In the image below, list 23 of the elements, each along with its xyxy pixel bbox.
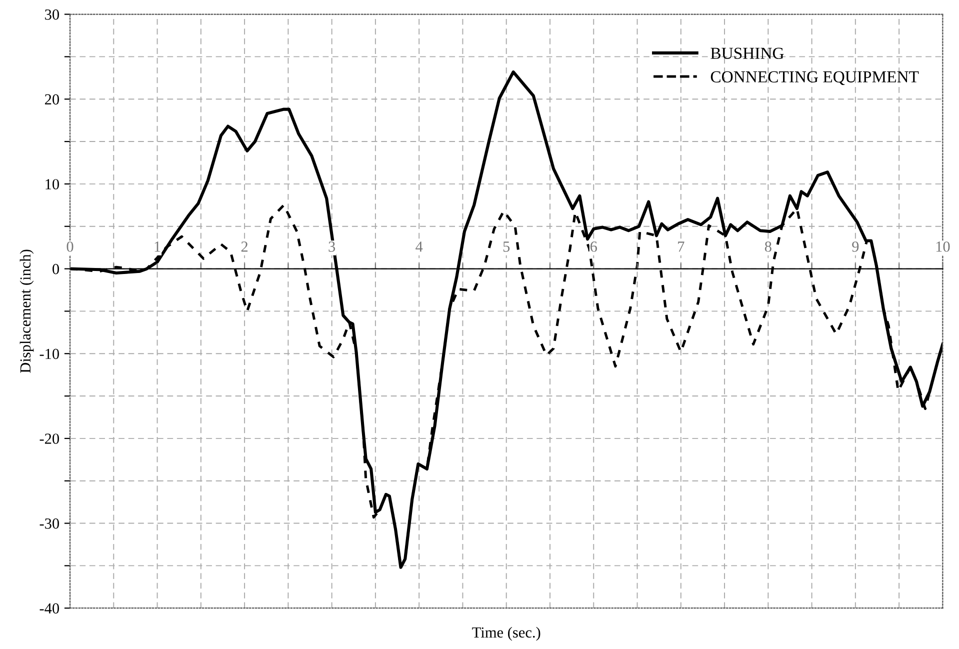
- x-tick-label: 1: [154, 242, 160, 252]
- legend-label: BUSHING: [710, 48, 784, 59]
- y-tick-label: -10: [40, 348, 60, 360]
- x-axis-title: Time (sec.): [472, 626, 540, 641]
- y-tick-label: 0: [52, 264, 60, 274]
- x-tick-label: 4: [416, 242, 423, 252]
- y-tick-label: -40: [40, 603, 60, 614]
- x-tick-label: 6: [590, 242, 597, 252]
- x-tick-label: 5: [503, 242, 510, 252]
- y-tick-label: -30: [40, 518, 60, 529]
- x-tick-label: 0: [66, 241, 74, 252]
- legend-label: CONNECTING EQUIPMENT: [710, 71, 919, 86]
- x-tick-label: 9: [852, 242, 859, 252]
- x-tick-label: 3: [328, 242, 336, 252]
- y-tick-label: 20: [44, 94, 60, 105]
- y-axis-title: Displacement (inch): [20, 250, 34, 373]
- y-tick-label: 30: [45, 9, 60, 20]
- x-tick-label: 7: [678, 242, 684, 252]
- y-tick-label: 10: [46, 179, 60, 190]
- y-tick-label: -20: [40, 434, 60, 444]
- x-tick-label: 8: [764, 241, 772, 252]
- x-tick-label: 10: [936, 241, 950, 252]
- x-tick-label: 2: [241, 242, 248, 252]
